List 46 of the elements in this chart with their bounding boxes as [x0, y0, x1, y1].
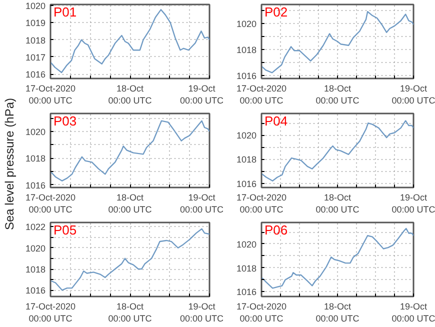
chart-title: P04: [264, 114, 288, 128]
y-tick-label: 1018: [25, 154, 46, 164]
y-tick-label: 1017: [25, 52, 46, 62]
y-tick-label: 1016: [25, 70, 46, 80]
y-tick-label: 1020: [236, 239, 257, 250]
y-tick-label: 1020: [25, 0, 46, 11]
x-tick-label: 19-Oct 00:00 UTC: [180, 302, 224, 324]
x-tick-label: 18-Oct 00:00 UTC: [108, 192, 152, 214]
y-tick-label: 1020: [236, 18, 257, 29]
y-tick-label: 1019: [25, 18, 46, 28]
chart-title: P03: [54, 114, 77, 128]
y-tick-label: 1016: [25, 180, 46, 190]
y-tick-label: 1020: [25, 243, 46, 254]
chart-title: P06: [264, 222, 288, 238]
x-tick-label: 19-Oct 00:00 UTC: [392, 84, 435, 106]
x-tick-label: 18-Oct 00:00 UTC: [316, 192, 360, 214]
chart-title: P01: [54, 4, 77, 20]
x-tick-label: 17-Oct-2020 00:00 UTC: [236, 84, 287, 106]
y-tick-label: 1018: [236, 154, 257, 165]
y-tick-label: 1016: [25, 286, 46, 296]
x-tick-label: 18-Oct 00:00 UTC: [316, 302, 360, 324]
y-tick-label: 1016: [236, 178, 257, 189]
y-tick-label: 1018: [236, 263, 257, 274]
x-tick-label: 17-Oct-2020 00:00 UTC: [25, 302, 76, 324]
x-tick-label: 19-Oct 00:00 UTC: [180, 192, 224, 214]
x-tick-label: 17-Oct-2020 00:00 UTC: [236, 302, 287, 324]
x-tick-label: 18-Oct 00:00 UTC: [108, 302, 152, 324]
x-tick-label: 18-Oct 00:00 UTC: [316, 84, 360, 106]
x-tick-label: 17-Oct-2020 00:00 UTC: [236, 192, 287, 214]
chart-title: P02: [264, 4, 288, 20]
x-tick-label: 17-Oct-2020 00:00 UTC: [25, 84, 76, 106]
chart-title: P05: [54, 222, 77, 238]
y-tick-label: 1020: [25, 127, 46, 137]
y-tick-label: 1020: [236, 130, 257, 141]
x-tick-label: 19-Oct 00:00 UTC: [180, 84, 224, 106]
y-tick-label: 1018: [25, 264, 46, 275]
y-tick-label: 1022: [25, 222, 46, 232]
y-tick-label: 1018: [25, 35, 46, 46]
y-axis-title: Sea level pressure (hPa): [2, 98, 16, 230]
y-tick-label: 1016: [236, 287, 257, 298]
x-tick-label: 18-Oct 00:00 UTC: [108, 84, 152, 106]
y-tick-label: 1016: [236, 70, 257, 81]
y-tick-label: 1018: [236, 44, 257, 55]
x-tick-label: 19-Oct 00:00 UTC: [392, 302, 435, 324]
x-tick-label: 19-Oct 00:00 UTC: [392, 192, 435, 214]
x-tick-label: 17-Oct-2020 00:00 UTC: [25, 192, 76, 214]
